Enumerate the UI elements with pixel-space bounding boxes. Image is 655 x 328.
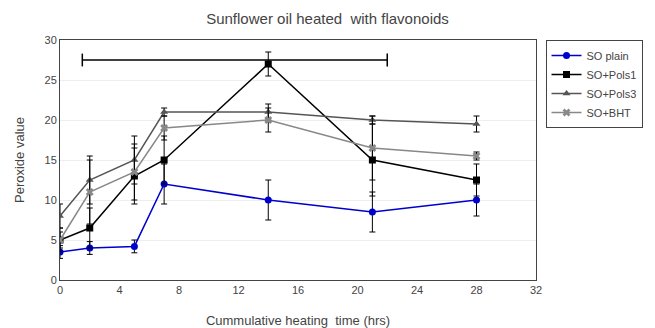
svg-text:8: 8 [176, 284, 182, 296]
svg-text:30: 30 [45, 34, 57, 46]
svg-text:25: 25 [45, 74, 57, 86]
svg-text:20: 20 [45, 114, 57, 126]
svg-text:Cummulative heating time (hrs: Cummulative heating time (hrs) [206, 313, 390, 328]
svg-text:20: 20 [351, 284, 363, 296]
svg-text:5: 5 [51, 234, 57, 246]
svg-text:16: 16 [292, 284, 304, 296]
svg-text:0: 0 [51, 274, 57, 286]
svg-text:SO+BHT: SO+BHT [587, 107, 632, 119]
svg-text:15: 15 [45, 154, 57, 166]
svg-text:4: 4 [116, 284, 122, 296]
svg-text:SO+Pols1: SO+Pols1 [587, 69, 637, 81]
svg-text:32: 32 [530, 284, 542, 296]
svg-text:Sunflower oil heated with fla: Sunflower oil heated with flavonoids [206, 10, 449, 27]
svg-text:12: 12 [232, 284, 244, 296]
svg-text:SO plain: SO plain [587, 50, 629, 62]
svg-text:0: 0 [57, 284, 63, 296]
svg-text:SO+Pols3: SO+Pols3 [587, 88, 637, 100]
svg-text:Peroxide value: Peroxide value [12, 117, 27, 203]
svg-text:28: 28 [470, 284, 482, 296]
svg-text:10: 10 [45, 194, 57, 206]
svg-text:24: 24 [411, 284, 423, 296]
